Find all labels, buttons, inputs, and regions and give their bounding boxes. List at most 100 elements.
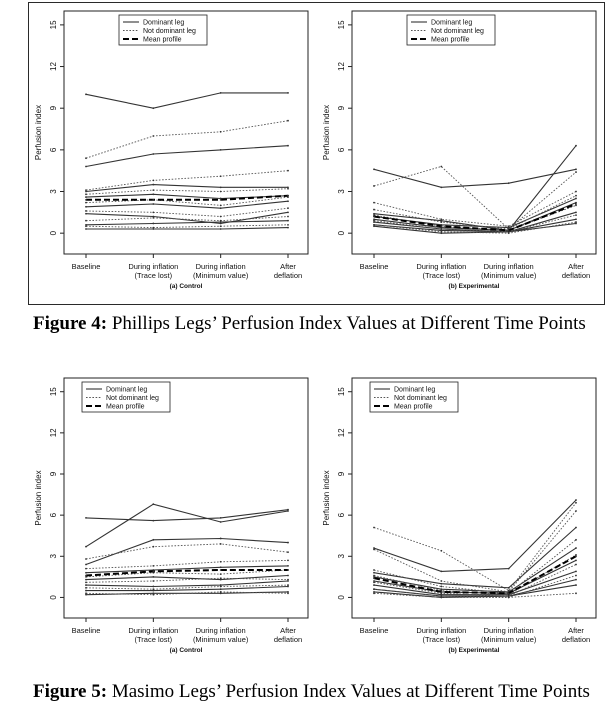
data-point	[287, 551, 289, 554]
data-point	[152, 222, 155, 225]
x-tick-label: deflation	[562, 635, 590, 644]
data-point	[152, 179, 155, 182]
data-point	[575, 499, 577, 501]
series-line-dominant	[85, 591, 289, 596]
data-point	[575, 578, 577, 581]
data-point	[575, 510, 577, 512]
data-point	[575, 168, 577, 171]
data-point	[219, 566, 222, 569]
x-tick-label: Baseline	[360, 626, 389, 635]
data-point	[287, 219, 289, 222]
series-line-dominant	[85, 565, 289, 574]
data-point	[287, 574, 289, 577]
data-point	[85, 592, 87, 595]
data-point	[440, 582, 443, 585]
data-point	[152, 153, 155, 155]
series-line-not_dominant	[373, 214, 577, 233]
data-point	[85, 574, 87, 577]
data-point	[373, 580, 375, 582]
y-tick-label: 0	[337, 595, 346, 600]
data-point	[152, 588, 155, 591]
series-line-dominant	[85, 200, 289, 209]
figure-5-panel-a-chart: 0 3 6 9 12 15 Perfusion index Baseline During in…	[34, 377, 309, 654]
data-point	[152, 575, 155, 578]
series-line-dominant	[85, 503, 289, 548]
legend-label: Dominant leg	[431, 20, 472, 27]
data-point	[219, 207, 222, 210]
data-point	[219, 148, 222, 151]
data-point	[373, 225, 375, 228]
data-point	[85, 584, 87, 586]
data-point	[373, 185, 375, 187]
series-line-dominant	[85, 580, 289, 588]
y-tick-label: 6	[337, 512, 346, 517]
data-point	[373, 223, 375, 226]
series-line-not_dominant	[373, 539, 577, 594]
data-point	[575, 501, 577, 504]
x-tick-label: During inflation	[416, 626, 466, 635]
data-point	[287, 215, 289, 218]
data-point	[152, 545, 155, 548]
data-point	[85, 558, 87, 560]
y-tick-label: 15	[49, 20, 58, 29]
data-point	[287, 585, 289, 588]
data-point	[575, 144, 577, 147]
data-point	[219, 521, 222, 523]
data-point	[373, 592, 375, 595]
data-point	[219, 543, 222, 545]
x-tick-label: deflation	[274, 271, 302, 280]
data-point	[440, 585, 443, 588]
series-line-dominant	[85, 509, 289, 522]
panel-label: (b) Experimental	[449, 647, 500, 654]
series-line-dominant	[85, 145, 289, 168]
panel-label: (a) Control	[170, 283, 203, 290]
x-tick-label: (Trace lost)	[423, 635, 461, 644]
data-point	[440, 165, 443, 168]
data-point	[85, 545, 87, 548]
figure-4-caption: Figure 4: Phillips Legs’ Perfusion Index…	[33, 312, 599, 335]
data-point	[440, 225, 443, 228]
data-point	[152, 519, 155, 522]
x-tick-label: During inflation	[196, 626, 246, 635]
legend-label: Dominant leg	[394, 387, 435, 394]
data-point	[152, 211, 155, 214]
panel-label: (a) Control	[170, 647, 203, 654]
series-line-dominant	[85, 92, 288, 109]
data-point	[219, 516, 222, 519]
data-point	[152, 593, 155, 596]
y-tick-label: 0	[49, 595, 58, 600]
data-point	[85, 586, 87, 589]
data-point	[575, 194, 577, 197]
x-tick-label: (Minimum value)	[193, 271, 249, 280]
series-line-dominant	[373, 584, 577, 598]
data-point	[219, 573, 222, 576]
data-point	[287, 592, 289, 595]
y-tick-label: 3	[337, 554, 346, 559]
series-line-dominant	[373, 222, 577, 234]
data-point	[575, 171, 577, 173]
data-point	[373, 221, 375, 223]
figure-4-caption-text: Phillips Legs’ Perfusion Index Values at…	[111, 313, 586, 334]
series-line-dominant	[85, 537, 289, 566]
data-point	[373, 218, 375, 221]
series-line-dominant	[373, 579, 577, 597]
data-point	[575, 218, 577, 221]
data-point	[507, 596, 510, 599]
data-point	[575, 201, 577, 204]
series-line-dominant	[373, 527, 577, 589]
data-point	[152, 203, 155, 205]
data-point	[219, 585, 222, 588]
figure-4-frame: 0 3 6 9 12 15 Perfusion index Baseline During in…	[28, 2, 605, 305]
data-point	[373, 201, 375, 204]
y-tick-label: 15	[49, 387, 58, 396]
x-tick-label: Baseline	[72, 262, 101, 271]
series-line-dominant	[86, 227, 289, 230]
legend-label: Dominant leg	[143, 20, 184, 27]
data-point	[152, 226, 155, 229]
data-point	[287, 200, 289, 203]
data-point	[85, 189, 87, 192]
data-point	[85, 228, 87, 230]
data-point	[219, 215, 222, 218]
y-tick-label: 12	[337, 428, 346, 437]
data-point	[219, 228, 222, 230]
